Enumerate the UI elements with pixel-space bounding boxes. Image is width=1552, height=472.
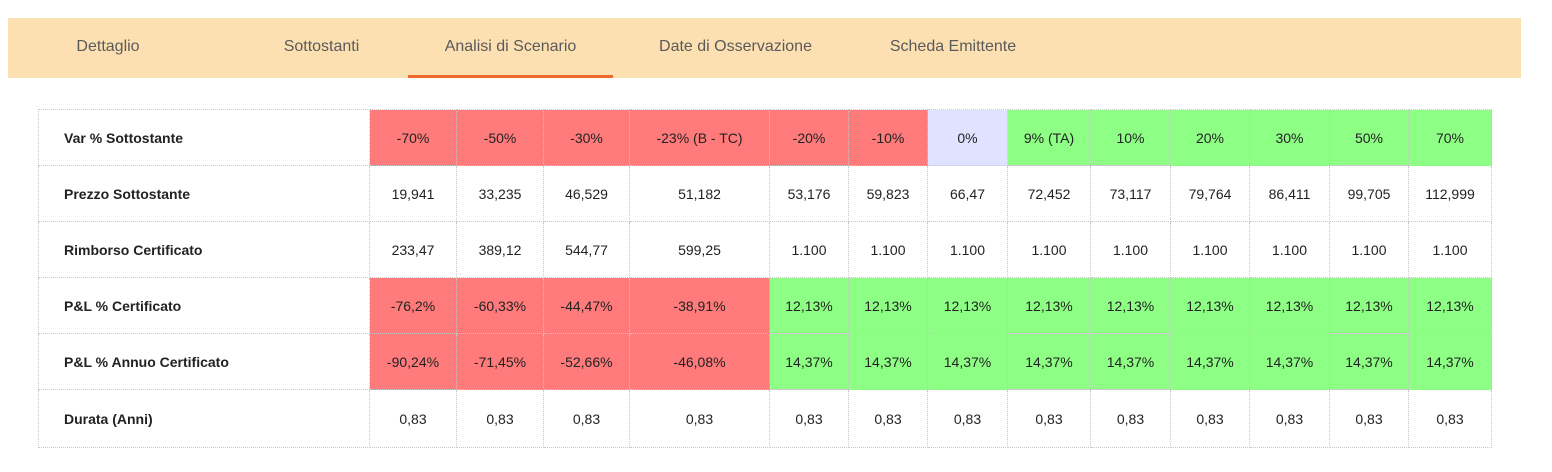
table-row-durata-anni: Durata (Anni) 0,83 0,83 0,83 0,83 0,83 0,83 0,8…	[38, 389, 1492, 448]
row-label: Rimborso Certificato	[38, 221, 370, 278]
table-cell: -70%	[369, 109, 457, 166]
table-cell: 1.100	[769, 221, 849, 278]
table-cell: 1.100	[1090, 221, 1171, 278]
table-cell: -50%	[456, 109, 544, 166]
table-cell: 14,37%	[1329, 333, 1409, 390]
table-cell: -44,47%	[543, 277, 630, 334]
table-cell: 12,13%	[769, 277, 849, 334]
table-cell: 1.100	[848, 221, 928, 278]
table-cell: 30%	[1249, 109, 1330, 166]
table-cell: 66,47	[927, 165, 1008, 222]
table-cell: 14,37%	[769, 333, 849, 390]
tab-bar: Dettaglio Sottostanti Analisi di Scenari…	[8, 18, 1521, 78]
table-cell: 51,182	[629, 165, 770, 222]
table-cell: 20%	[1170, 109, 1250, 166]
table-cell: 46,529	[543, 165, 630, 222]
table-cell: 389,12	[456, 221, 544, 278]
scenario-table: Var % Sottostante -70% -50% -30% -23% (B - T…	[38, 109, 1492, 448]
table-cell: 14,37%	[1007, 333, 1091, 390]
table-cell: 50%	[1329, 109, 1409, 166]
table-cell: -71,45%	[456, 333, 544, 390]
table-cell: 9% (TA)	[1007, 109, 1091, 166]
table-row-var-pct-sottostante: Var % Sottostante -70% -50% -30% -23% (B - T…	[38, 109, 1492, 166]
table-cell: 19,941	[369, 165, 457, 222]
row-label: P&L % Annuo Certificato	[38, 333, 370, 390]
table-cell: 12,13%	[1007, 277, 1091, 334]
table-cell: 0,83	[1170, 389, 1250, 448]
table-cell: 79,764	[1170, 165, 1250, 222]
table-cell: 0,83	[1408, 389, 1492, 448]
table-cell: -23% (B - TC)	[629, 109, 770, 166]
table-cell: -30%	[543, 109, 630, 166]
table-cell: 53,176	[769, 165, 849, 222]
table-cell: 12,13%	[1408, 277, 1492, 334]
table-cell: 0,83	[1007, 389, 1091, 448]
table-cell: 1.100	[1170, 221, 1250, 278]
table-cell: 599,25	[629, 221, 770, 278]
table-cell: 0,83	[629, 389, 770, 448]
table-cell: 59,823	[848, 165, 928, 222]
table-cell: 0,83	[848, 389, 928, 448]
table-cell: 0,83	[456, 389, 544, 448]
table-row-pandl-pct-certificato: P&L % Certificato -76,2% -60,33% -44,47% -38…	[38, 277, 1492, 334]
row-label: Prezzo Sottostante	[38, 165, 370, 222]
table-cell: 1.100	[1007, 221, 1091, 278]
table-cell: 14,37%	[927, 333, 1008, 390]
tab-sottostanti[interactable]: Sottostanti	[283, 38, 360, 55]
table-cell: 0,83	[1249, 389, 1330, 448]
table-cell: 12,13%	[1170, 277, 1250, 334]
table-cell: 0,83	[769, 389, 849, 448]
table-cell: 1.100	[1249, 221, 1330, 278]
table-cell: 33,235	[456, 165, 544, 222]
table-cell: 1.100	[927, 221, 1008, 278]
row-label: Durata (Anni)	[38, 389, 370, 448]
table-cell: 0,83	[927, 389, 1008, 448]
tab-date-di-osservazione[interactable]: Date di Osservazione	[659, 38, 812, 55]
tab-scheda-emittente[interactable]: Scheda Emittente	[889, 38, 1017, 55]
table-cell: 99,705	[1329, 165, 1409, 222]
table-cell: 12,13%	[1090, 277, 1171, 334]
table-cell: 12,13%	[927, 277, 1008, 334]
table-cell: -60,33%	[456, 277, 544, 334]
table-cell: 0,83	[1329, 389, 1409, 448]
table-cell: 14,37%	[1249, 333, 1330, 390]
table-cell: 1.100	[1329, 221, 1409, 278]
table-cell: -38,91%	[629, 277, 770, 334]
table-cell: -52,66%	[543, 333, 630, 390]
table-cell: 233,47	[369, 221, 457, 278]
tab-analisi-di-scenario[interactable]: Analisi di Scenario	[408, 18, 613, 78]
table-cell: 0,83	[1090, 389, 1171, 448]
tab-dettaglio[interactable]: Dettaglio	[76, 38, 140, 55]
row-label: Var % Sottostante	[38, 109, 370, 166]
table-cell: 14,37%	[848, 333, 928, 390]
table-row-pandl-pct-annuo-certificato: P&L % Annuo Certificato -90,24% -71,45% -52…	[38, 333, 1492, 390]
table-cell: 12,13%	[1249, 277, 1330, 334]
table-body: Var % Sottostante -70% -50% -30% -23% (B - T…	[38, 109, 1492, 448]
table-cell: 0,83	[543, 389, 630, 448]
table-cell: 12,13%	[848, 277, 928, 334]
table-cell: -90,24%	[369, 333, 457, 390]
table-cell: 14,37%	[1090, 333, 1171, 390]
table-cell: 14,37%	[1170, 333, 1250, 390]
table-cell: -46,08%	[629, 333, 770, 390]
table-cell: 1.100	[1408, 221, 1492, 278]
table-cell: 12,13%	[1329, 277, 1409, 334]
table-cell: 70%	[1408, 109, 1492, 166]
table-cell: 14,37%	[1408, 333, 1492, 390]
table-cell: 544,77	[543, 221, 630, 278]
table-cell: 0,83	[369, 389, 457, 448]
table-cell: 10%	[1090, 109, 1171, 166]
table-cell: 73,117	[1090, 165, 1171, 222]
table-cell: 112,999	[1408, 165, 1492, 222]
table-row-rimborso-certificato: Rimborso Certificato 233,47 389,12 544,77 59…	[38, 221, 1492, 278]
table-cell: -10%	[848, 109, 928, 166]
table-cell: -76,2%	[369, 277, 457, 334]
table-row-prezzo-sottostante: Prezzo Sottostante 19,941 33,235 46,529 51,1…	[38, 165, 1492, 222]
table-cell: 86,411	[1249, 165, 1330, 222]
table-cell: -20%	[769, 109, 849, 166]
table-cell: 0%	[927, 109, 1008, 166]
row-label: P&L % Certificato	[38, 277, 370, 334]
table-cell: 72,452	[1007, 165, 1091, 222]
